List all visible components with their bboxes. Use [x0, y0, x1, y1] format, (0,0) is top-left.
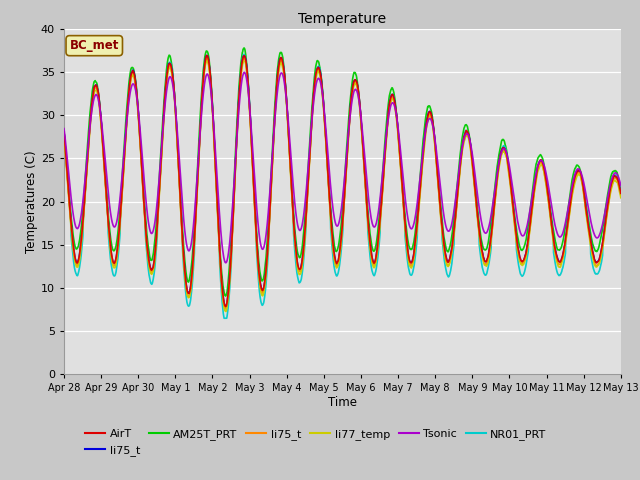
Title: Temperature: Temperature: [298, 12, 387, 26]
Legend: AirT, li75_t, AM25T_PRT, li75_t, li77_temp, Tsonic, NR01_PRT: AirT, li75_t, AM25T_PRT, li75_t, li77_te…: [81, 425, 551, 460]
Text: BC_met: BC_met: [70, 39, 119, 52]
X-axis label: Time: Time: [328, 396, 357, 409]
Y-axis label: Temperatures (C): Temperatures (C): [25, 150, 38, 253]
